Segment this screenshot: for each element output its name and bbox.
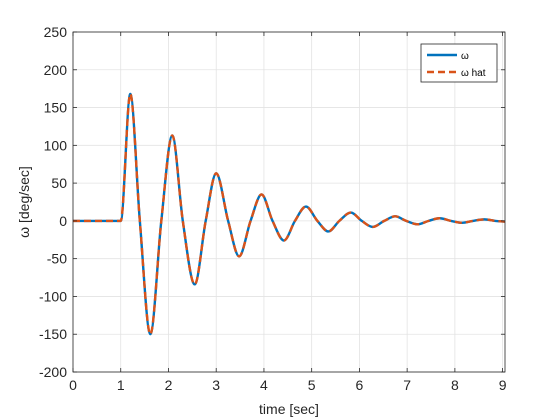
y-tick-label: 0 [59, 213, 67, 229]
y-axis: -200 -150 -100 -50 0 50 100 150 200 250 [39, 24, 505, 380]
x-tick-label: 3 [212, 377, 220, 393]
axes-frame [72, 31, 506, 373]
x-tick-label: 8 [451, 377, 459, 393]
x-tick-label: 7 [403, 377, 411, 393]
y-tick-label: 50 [51, 175, 67, 191]
x-tick-label: 2 [165, 377, 173, 393]
y-tick-label: -150 [39, 326, 67, 342]
y-tick-label: 200 [44, 62, 68, 78]
y-axis-label: ω [deg/sec] [16, 166, 32, 238]
y-tick-label: -100 [39, 288, 67, 304]
x-tick-label: 6 [356, 377, 364, 393]
legend: ω ω hat [420, 43, 498, 83]
x-tick-label: 0 [69, 377, 77, 393]
grid [72, 31, 505, 373]
x-tick-label: 5 [308, 377, 316, 393]
legend-entry-omega: ω [461, 51, 469, 62]
x-axis: 0 1 2 3 4 5 6 7 8 9 [69, 32, 507, 393]
series-omega-hat-line [73, 92, 506, 336]
legend-entry-omega-hat: ω hat [461, 68, 486, 79]
y-tick-label: -200 [39, 364, 67, 380]
x-axis-label: time [sec] [259, 401, 319, 417]
x-tick-label: 4 [260, 377, 268, 393]
y-tick-label: 250 [44, 24, 68, 40]
x-tick-label: 1 [117, 377, 125, 393]
x-tick-label: 9 [499, 377, 507, 393]
series-layer [73, 92, 506, 336]
legend-box [420, 43, 498, 83]
y-tick-label: -50 [47, 251, 67, 267]
y-tick-label: 150 [44, 100, 68, 116]
y-tick-label: 100 [44, 137, 68, 153]
plot-area [73, 32, 505, 372]
